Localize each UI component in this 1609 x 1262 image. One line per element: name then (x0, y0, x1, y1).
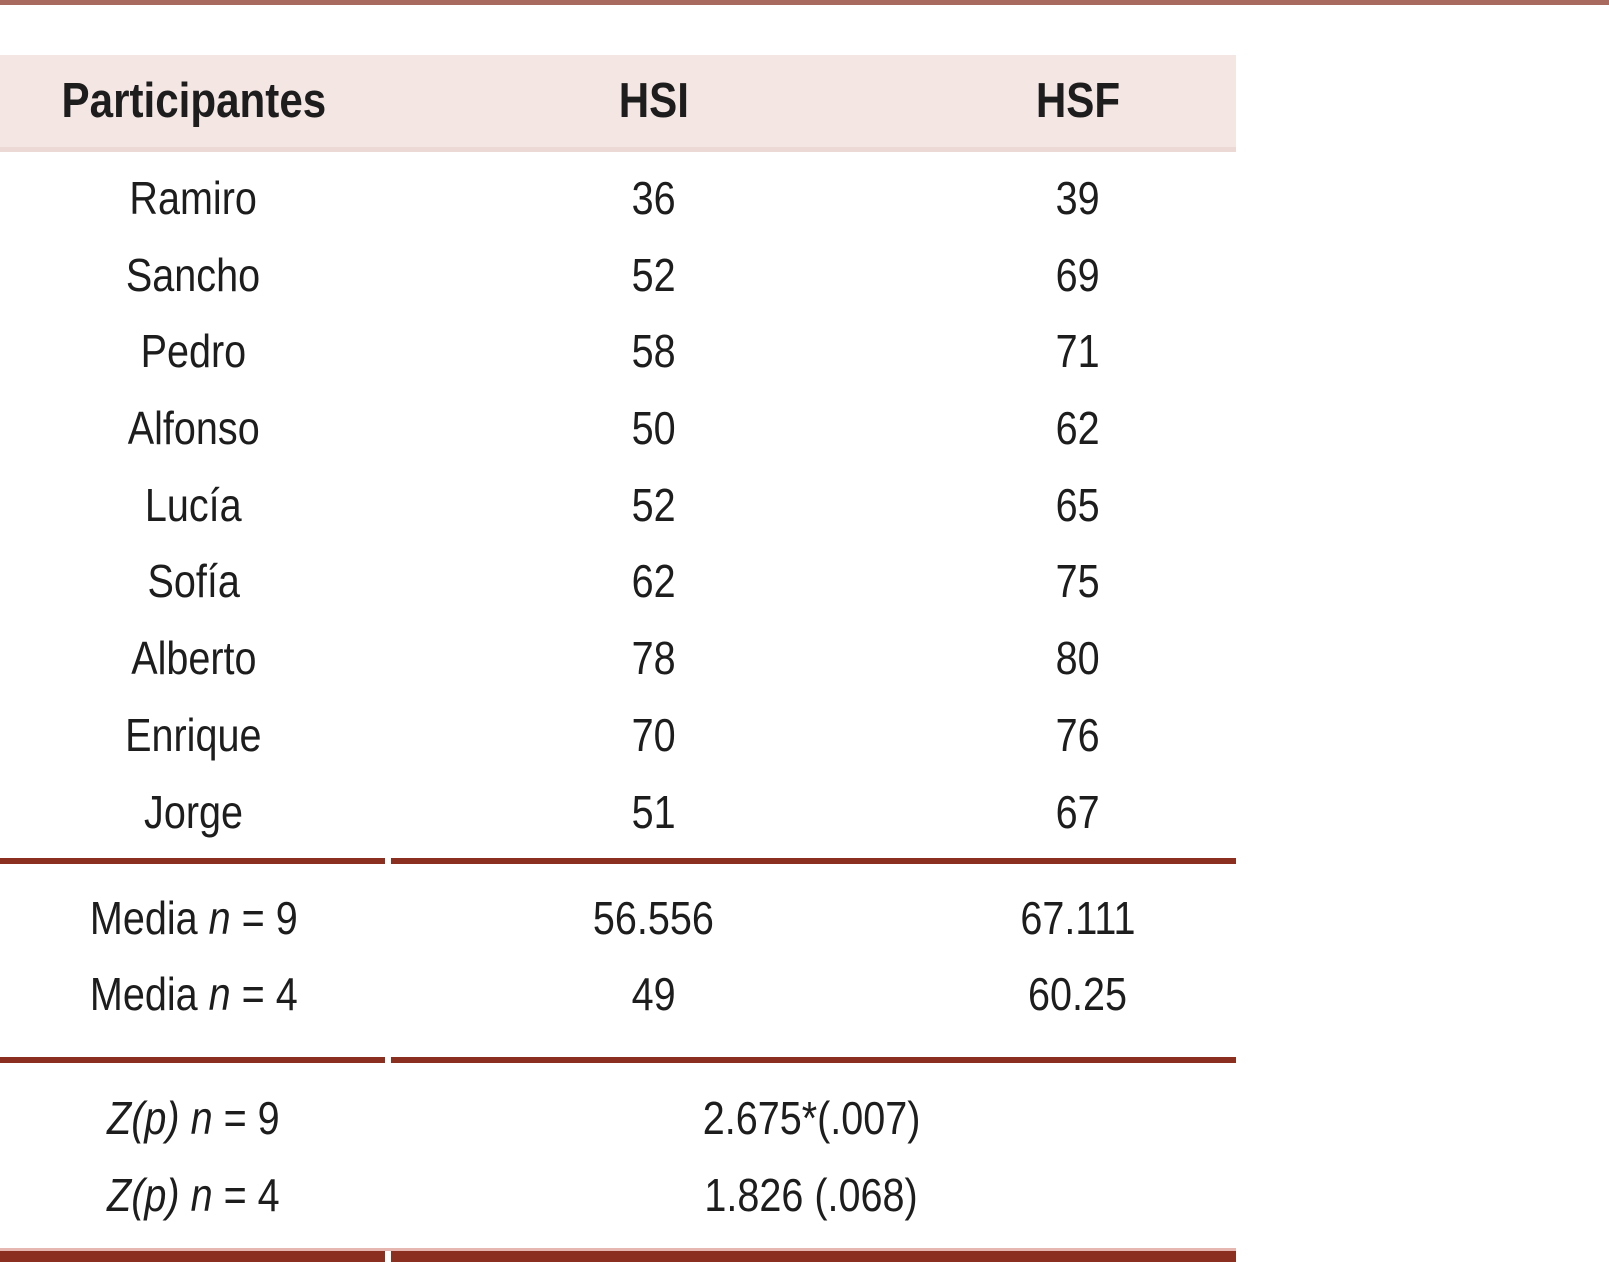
participant-name: Ramiro (129, 172, 258, 224)
hsf-value: 75 (1055, 555, 1100, 608)
z-n4-value: 1.826 (.068) (704, 1169, 919, 1221)
z-row-n9: Z(p) n = 9 2.675*(.007) (0, 1080, 1236, 1157)
z-test-rows: Z(p) n = 9 2.675*(.007) Z(p) n = 4 1.826… (0, 1080, 1236, 1234)
hsi-value: 52 (631, 248, 676, 301)
separator-rule-z (0, 1057, 1236, 1063)
col-header-hsi: HSI (618, 74, 689, 128)
hsf-value: 65 (1055, 478, 1100, 531)
table-row: Ramiro 36 39 (0, 160, 1236, 237)
separator-rule-media (0, 858, 1236, 864)
media-n9-hsi-value: 56.556 (592, 892, 714, 944)
media-n4-label: Media n = 4 (89, 968, 298, 1020)
z-n9-label: Z(p) n = 9 (107, 1092, 280, 1144)
col-header-hsf: HSF (1035, 74, 1121, 128)
hsf-value: 76 (1055, 708, 1100, 761)
participant-name: Lucía (145, 478, 242, 531)
table-row: Alfonso 50 62 (0, 390, 1236, 467)
media-n9-hsf-value: 67.111 (1020, 892, 1136, 944)
participant-name: Sancho (126, 248, 261, 301)
hsi-value: 62 (631, 555, 676, 608)
hsi-value: 78 (631, 632, 676, 685)
separator-segment (391, 858, 1236, 864)
participant-name: Alfonso (127, 402, 260, 455)
col-header-participantes: Participantes (61, 74, 326, 128)
separator-segment (0, 858, 385, 864)
bottom-rule-light (0, 1248, 1236, 1251)
media-n9-label: Media n = 9 (89, 892, 298, 944)
separator-segment (0, 1057, 385, 1063)
participant-rows: Ramiro 36 39 Sancho 52 69 Pedro 58 71 Al… (0, 160, 1236, 850)
table-row: Pedro 58 71 (0, 313, 1236, 390)
media-row-n4: Media n = 4 49 60.25 (0, 956, 1236, 1032)
separator-segment (0, 1251, 385, 1262)
hsf-value: 69 (1055, 248, 1100, 301)
participant-name: Pedro (140, 325, 247, 378)
table-row: Enrique 70 76 (0, 697, 1236, 774)
hsi-value: 36 (631, 172, 676, 224)
hsf-value: 67 (1055, 785, 1100, 838)
hsi-value: 51 (631, 785, 676, 838)
hsi-value: 70 (631, 708, 676, 761)
hsi-value: 58 (631, 325, 676, 378)
z-n9-value: 2.675*(.007) (702, 1092, 921, 1144)
page-top-rule (0, 0, 1609, 5)
table-row: Lucía 52 65 (0, 467, 1236, 544)
separator-segment (391, 1251, 1236, 1262)
z-row-n4: Z(p) n = 4 1.826 (.068) (0, 1157, 1236, 1234)
hsf-value: 80 (1055, 632, 1100, 685)
media-n4-hsf-value: 60.25 (1028, 968, 1128, 1020)
table-row: Alberto 78 80 (0, 620, 1236, 697)
table-row: Jorge 51 67 (0, 774, 1236, 851)
participant-name: Alberto (130, 632, 257, 685)
bottom-rule-dark (0, 1251, 1236, 1262)
table-row: Sofía 62 75 (0, 543, 1236, 620)
media-rows: Media n = 9 56.556 67.111 Media n = 4 49… (0, 880, 1236, 1032)
participant-name: Jorge (144, 785, 243, 838)
media-n4-hsi-value: 49 (631, 968, 676, 1020)
media-row-n9: Media n = 9 56.556 67.111 (0, 880, 1236, 956)
hsf-value: 71 (1055, 325, 1100, 378)
participant-name: Enrique (125, 708, 262, 761)
table-row: Sancho 52 69 (0, 237, 1236, 314)
z-n4-label: Z(p) n = 4 (107, 1169, 280, 1221)
separator-segment (391, 1057, 1236, 1063)
participant-name: Sofía (147, 555, 240, 608)
table-header-row: Participantes HSI HSF (0, 55, 1236, 152)
hsi-value: 52 (631, 478, 676, 531)
hsf-value: 62 (1055, 402, 1100, 455)
hsf-value: 39 (1055, 172, 1100, 224)
hsi-value: 50 (631, 402, 676, 455)
